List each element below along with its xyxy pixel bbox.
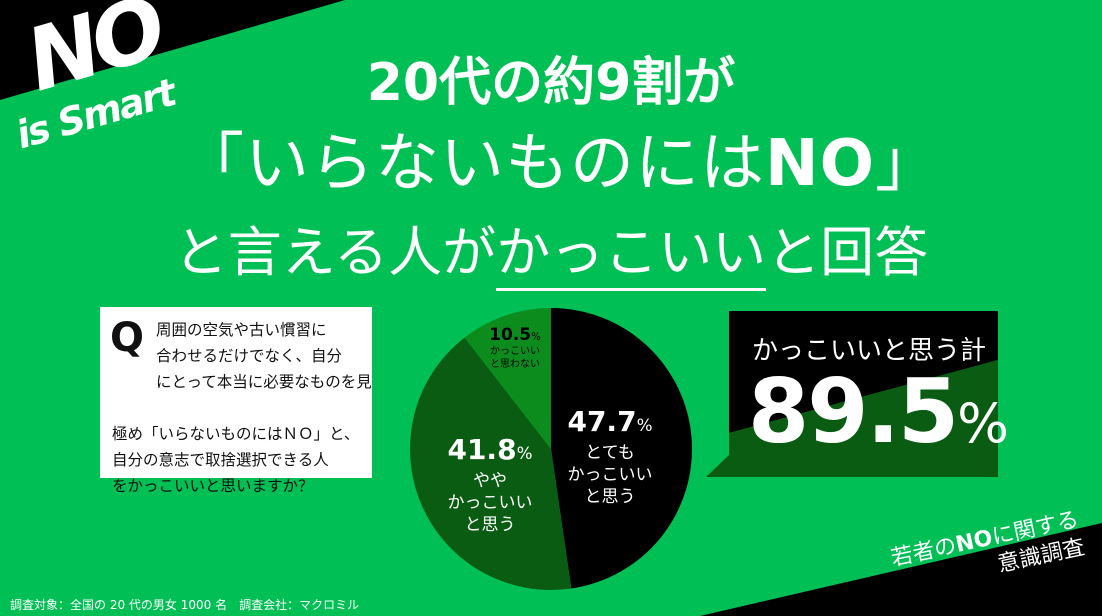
total-callout-box xyxy=(706,311,998,477)
question-line: 合わせるだけでなく、自分 xyxy=(156,347,343,365)
question-line: をかっこいいと思いますか？ xyxy=(112,477,314,495)
slice-label-line: かっこいい xyxy=(490,346,540,357)
pie-chart xyxy=(410,308,692,590)
bottom-right-black-band xyxy=(700,523,1102,616)
question-box: Q 周囲の空気や古い慣習に 合わせるだけでなく、自分 にとって本当に必要なものを… xyxy=(100,307,372,495)
slice-label-line: と思わない xyxy=(490,359,540,370)
slice-value: 10.5% xyxy=(489,325,541,345)
slice-label-line: かっこいい xyxy=(567,465,653,485)
question-line: にとって本当に必要なものを見 xyxy=(156,373,372,391)
pie-slice-2 xyxy=(464,308,551,449)
question-text: 周囲の空気や古い慣習に 合わせるだけでなく、自分 にとって本当に必要なものを見 xyxy=(156,317,372,395)
pie-slice-0 xyxy=(551,308,692,589)
title-line-3-pre: と言える人が xyxy=(173,221,497,284)
title-line-2-text: 「いらないものには xyxy=(180,127,766,201)
slice-label-not: 10.5% かっこいい と思わない xyxy=(480,325,550,371)
question-mark-q: Q xyxy=(110,315,145,361)
pie-slice-1 xyxy=(410,337,572,590)
slice-label-line: かっこいい xyxy=(447,493,533,513)
title-line-3-post: と回答 xyxy=(766,221,929,284)
total-label: かっこいいと思う計 xyxy=(752,336,987,366)
slice-value: 47.7% xyxy=(567,405,653,438)
slice-label-very: 47.7% とても かっこいい と思う xyxy=(555,405,665,508)
slice-label-line: と思う xyxy=(464,515,516,535)
question-text-2: 極め「いらないものにはＮＯ」と、 自分の意志で取捨選択できる人 をかっこいいと思… xyxy=(112,421,367,499)
question-line: 極め「いらないものにはＮＯ」と、 xyxy=(112,425,360,443)
title-line-1: 20代の約9割が xyxy=(366,53,736,113)
slice-label-somewhat: 41.8% やや かっこいい と思う xyxy=(435,433,545,536)
title-line-2: 「いらないものにはNO」 xyxy=(180,112,940,204)
footer-note: 調査対象：全国の 20 代の男女 1000 名 調査会社：マクロミル xyxy=(10,598,360,612)
title-no: NO xyxy=(765,127,875,201)
question-line: 周囲の空気や古い慣習に xyxy=(156,321,327,339)
question-line: 自分の意志で取捨選択できる人 xyxy=(112,451,329,469)
total-value: 89.5% xyxy=(748,360,1009,463)
title-close-bracket: 」 xyxy=(874,127,940,201)
slice-label-line: とても xyxy=(585,443,635,463)
title-line-3-emphasis: かっこいい xyxy=(496,221,767,291)
top-left-black-band xyxy=(0,0,345,100)
slice-label-line: と思う xyxy=(584,487,636,507)
title-line-3: と言える人がかっこいいと回答 xyxy=(0,208,1102,291)
slice-value: 41.8% xyxy=(447,433,533,466)
slice-label-line: やや xyxy=(473,471,507,491)
